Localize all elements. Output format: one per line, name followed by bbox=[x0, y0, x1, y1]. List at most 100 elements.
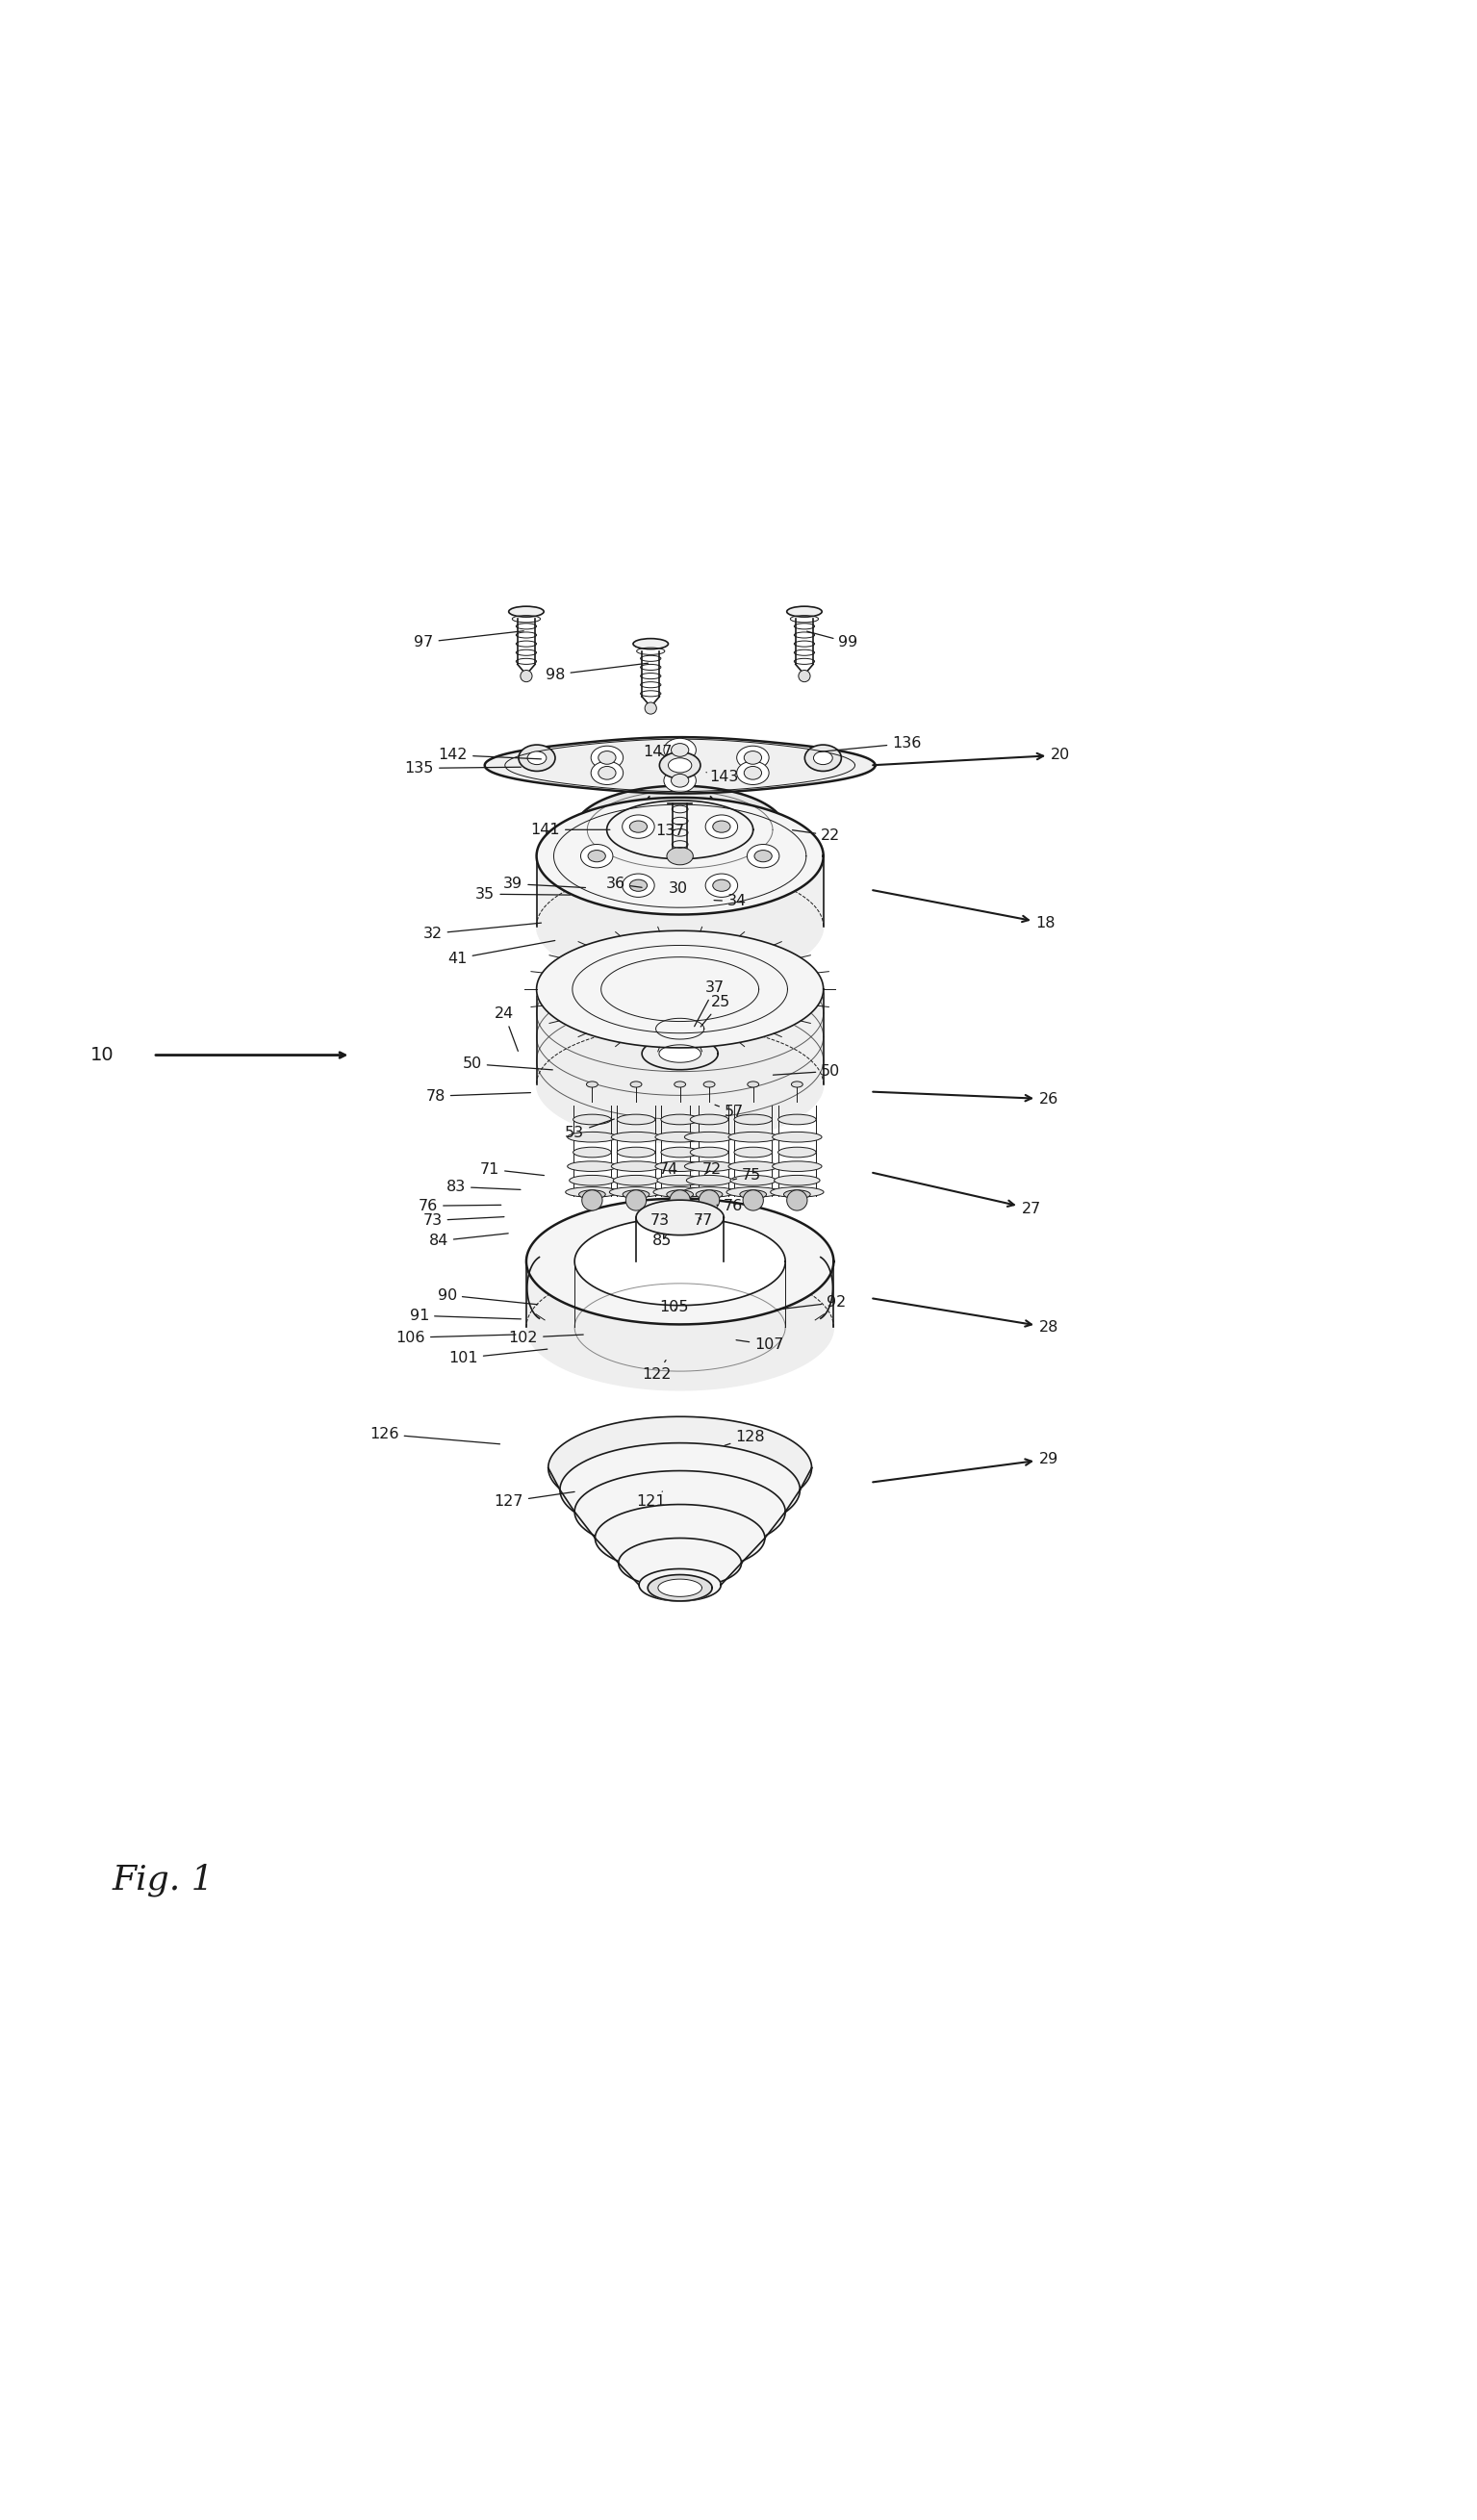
Text: 76: 76 bbox=[716, 1200, 743, 1212]
Ellipse shape bbox=[567, 1131, 617, 1142]
Text: 97: 97 bbox=[414, 630, 524, 650]
Text: Fig. 1: Fig. 1 bbox=[112, 1862, 214, 1898]
Ellipse shape bbox=[687, 1174, 733, 1184]
Text: 121: 121 bbox=[637, 1492, 666, 1509]
Text: 57: 57 bbox=[715, 1104, 744, 1119]
Ellipse shape bbox=[634, 638, 668, 650]
Ellipse shape bbox=[772, 1162, 821, 1172]
Text: 36: 36 bbox=[606, 877, 642, 892]
Ellipse shape bbox=[666, 847, 693, 864]
Polygon shape bbox=[536, 796, 823, 915]
Ellipse shape bbox=[706, 814, 737, 839]
Text: 135: 135 bbox=[405, 761, 521, 776]
Ellipse shape bbox=[631, 1081, 641, 1086]
Text: 137: 137 bbox=[656, 824, 684, 839]
Text: 74: 74 bbox=[659, 1162, 678, 1177]
Ellipse shape bbox=[684, 1162, 734, 1172]
Polygon shape bbox=[637, 1200, 724, 1235]
Ellipse shape bbox=[814, 751, 833, 764]
Ellipse shape bbox=[656, 1131, 705, 1142]
Ellipse shape bbox=[566, 1187, 619, 1197]
Text: 78: 78 bbox=[425, 1089, 530, 1104]
Ellipse shape bbox=[690, 1114, 728, 1124]
Text: 22: 22 bbox=[792, 829, 840, 842]
Circle shape bbox=[799, 670, 811, 683]
Polygon shape bbox=[575, 786, 786, 874]
Ellipse shape bbox=[778, 1114, 817, 1124]
Ellipse shape bbox=[622, 874, 654, 897]
Text: 39: 39 bbox=[504, 877, 585, 892]
Ellipse shape bbox=[508, 607, 544, 617]
Text: 91: 91 bbox=[409, 1308, 521, 1323]
Ellipse shape bbox=[744, 766, 762, 779]
Circle shape bbox=[520, 670, 532, 683]
Ellipse shape bbox=[740, 1189, 767, 1200]
Polygon shape bbox=[575, 1472, 786, 1552]
Ellipse shape bbox=[591, 746, 623, 769]
Text: 35: 35 bbox=[476, 887, 570, 902]
Text: 98: 98 bbox=[545, 663, 648, 683]
Ellipse shape bbox=[660, 1114, 699, 1124]
Circle shape bbox=[582, 1189, 603, 1210]
Ellipse shape bbox=[778, 1147, 817, 1157]
Text: 102: 102 bbox=[508, 1331, 583, 1346]
Ellipse shape bbox=[588, 849, 606, 862]
Text: 92: 92 bbox=[777, 1295, 846, 1310]
Text: 90: 90 bbox=[437, 1288, 538, 1305]
Ellipse shape bbox=[656, 1162, 705, 1172]
Text: 71: 71 bbox=[480, 1162, 544, 1177]
Circle shape bbox=[626, 1189, 647, 1210]
Ellipse shape bbox=[623, 1189, 650, 1200]
Ellipse shape bbox=[617, 1147, 656, 1157]
Ellipse shape bbox=[730, 1174, 775, 1184]
Ellipse shape bbox=[657, 1174, 703, 1184]
Text: 26: 26 bbox=[873, 1091, 1059, 1106]
Text: 106: 106 bbox=[396, 1331, 515, 1346]
Text: 75: 75 bbox=[733, 1167, 762, 1182]
Polygon shape bbox=[484, 738, 876, 794]
Polygon shape bbox=[526, 1200, 833, 1326]
Circle shape bbox=[787, 1189, 808, 1210]
Polygon shape bbox=[607, 801, 753, 859]
Text: 37: 37 bbox=[694, 980, 725, 1026]
Text: 73: 73 bbox=[650, 1212, 669, 1227]
Ellipse shape bbox=[660, 1147, 699, 1157]
Ellipse shape bbox=[617, 1114, 656, 1124]
Ellipse shape bbox=[629, 822, 647, 832]
Text: 126: 126 bbox=[369, 1426, 499, 1444]
Text: 147: 147 bbox=[644, 746, 672, 759]
Polygon shape bbox=[657, 1580, 702, 1598]
Ellipse shape bbox=[611, 1131, 660, 1142]
Text: 83: 83 bbox=[446, 1179, 520, 1194]
Ellipse shape bbox=[727, 1187, 780, 1197]
Ellipse shape bbox=[666, 1189, 693, 1200]
Ellipse shape bbox=[682, 1187, 736, 1197]
Polygon shape bbox=[640, 1570, 721, 1600]
Text: 127: 127 bbox=[493, 1492, 575, 1509]
Ellipse shape bbox=[772, 1131, 821, 1142]
Ellipse shape bbox=[784, 1189, 811, 1200]
Ellipse shape bbox=[668, 759, 691, 774]
Ellipse shape bbox=[671, 743, 688, 756]
Text: 105: 105 bbox=[659, 1300, 688, 1313]
Text: 84: 84 bbox=[428, 1232, 508, 1247]
Ellipse shape bbox=[744, 751, 762, 764]
Text: 72: 72 bbox=[703, 1162, 722, 1177]
Text: 136: 136 bbox=[818, 736, 922, 751]
Ellipse shape bbox=[573, 1147, 611, 1157]
Ellipse shape bbox=[737, 761, 770, 784]
Polygon shape bbox=[595, 1504, 765, 1572]
Ellipse shape bbox=[671, 774, 688, 786]
Text: 41: 41 bbox=[448, 940, 555, 965]
Ellipse shape bbox=[569, 1174, 614, 1184]
Ellipse shape bbox=[787, 607, 821, 617]
Ellipse shape bbox=[774, 1174, 820, 1184]
Text: 24: 24 bbox=[495, 1008, 518, 1051]
Text: 27: 27 bbox=[873, 1172, 1041, 1217]
Polygon shape bbox=[526, 1265, 833, 1391]
Ellipse shape bbox=[611, 1162, 660, 1172]
Ellipse shape bbox=[527, 751, 546, 764]
Ellipse shape bbox=[747, 1081, 759, 1086]
Polygon shape bbox=[642, 1038, 718, 1068]
Text: 122: 122 bbox=[642, 1361, 671, 1381]
